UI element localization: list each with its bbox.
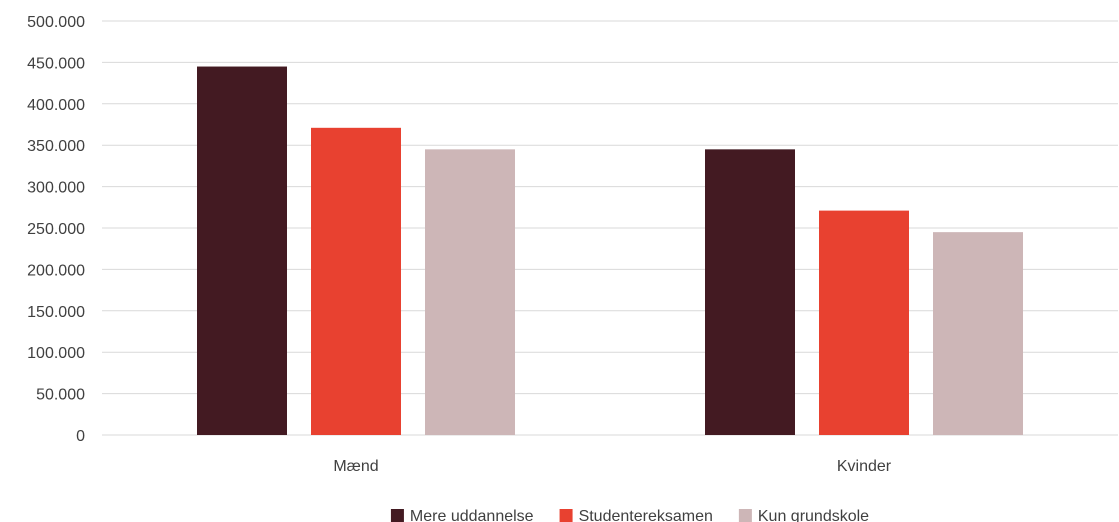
- bar-kvinder-studentereksamen: [819, 210, 909, 435]
- legend-item: Kun grundskole: [738, 508, 869, 522]
- legend-swatch: [390, 509, 404, 522]
- y-tick-label: 50.000: [36, 387, 85, 404]
- legend-label: Kun grundskole: [758, 508, 869, 522]
- y-tick-label: 450.000: [27, 55, 85, 72]
- legend-label: Mere uddannelse: [410, 508, 534, 522]
- legend-item: Mere uddannelse: [390, 508, 534, 522]
- legend: Mere uddannelse Studentereksamen Kun grund…: [390, 508, 869, 522]
- y-axis-tick-labels: 0 50.000 100.000 150.000 200.000 250.000 300.0…: [27, 14, 85, 445]
- y-tick-label: 150.000: [27, 304, 85, 321]
- legend-label: Studentereksamen: [579, 508, 713, 522]
- y-tick-label: 350.000: [27, 138, 85, 155]
- y-tick-label: 400.000: [27, 97, 85, 114]
- x-axis-category-labels: Mænd Kvinder: [333, 458, 891, 475]
- legend-swatch: [738, 509, 752, 522]
- y-tick-label: 250.000: [27, 221, 85, 238]
- y-tick-label: 200.000: [27, 262, 85, 279]
- legend-item: Studentereksamen: [559, 508, 713, 522]
- bar-kvinder-kun-grundskole: [933, 232, 1023, 435]
- bar-mænd-mere-uddannelse: [197, 66, 287, 435]
- bar-kvinder-mere-uddannelse: [705, 149, 795, 435]
- y-tick-label: 500.000: [27, 14, 85, 31]
- bar-mænd-studentereksamen: [311, 127, 401, 435]
- legend-swatch: [559, 509, 573, 522]
- bars-layer: [197, 66, 1023, 435]
- y-tick-label: 100.000: [27, 345, 85, 362]
- x-category-label: Mænd: [333, 458, 378, 475]
- y-tick-label: 0: [76, 428, 85, 445]
- y-tick-label: 300.000: [27, 180, 85, 197]
- x-category-label: Kvinder: [837, 458, 892, 475]
- bar-mænd-kun-grundskole: [425, 149, 515, 435]
